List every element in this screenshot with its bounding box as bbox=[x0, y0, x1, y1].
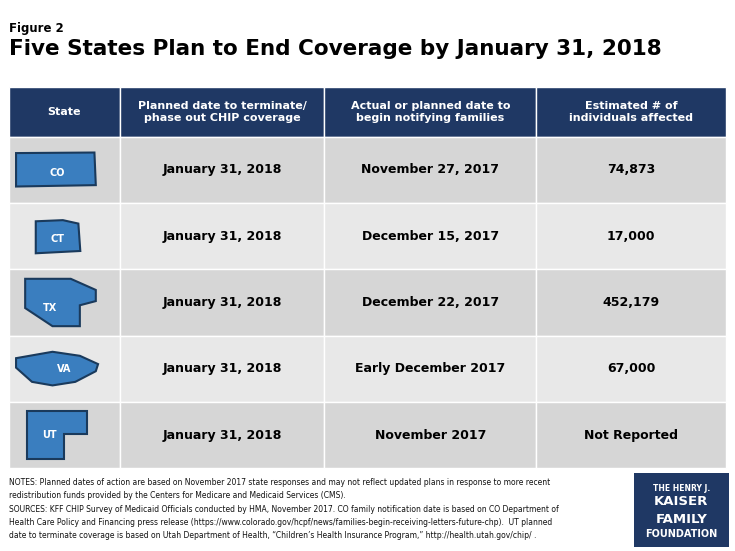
Polygon shape bbox=[9, 203, 120, 269]
Text: January 31, 2018: January 31, 2018 bbox=[162, 429, 282, 442]
Text: CO: CO bbox=[49, 168, 65, 177]
Polygon shape bbox=[120, 203, 324, 269]
Text: Five States Plan to End Coverage by January 31, 2018: Five States Plan to End Coverage by Janu… bbox=[9, 39, 662, 58]
Polygon shape bbox=[634, 473, 729, 547]
Polygon shape bbox=[120, 87, 324, 137]
Text: January 31, 2018: January 31, 2018 bbox=[162, 296, 282, 309]
Polygon shape bbox=[120, 269, 324, 336]
Polygon shape bbox=[324, 137, 536, 203]
Polygon shape bbox=[36, 220, 80, 253]
Text: December 15, 2017: December 15, 2017 bbox=[362, 230, 499, 242]
Polygon shape bbox=[27, 412, 87, 459]
Text: TX: TX bbox=[43, 303, 57, 313]
Text: January 31, 2018: January 31, 2018 bbox=[162, 363, 282, 375]
Text: UT: UT bbox=[43, 430, 57, 440]
Text: 17,000: 17,000 bbox=[607, 230, 656, 242]
Text: January 31, 2018: January 31, 2018 bbox=[162, 230, 282, 242]
Text: NOTES: Planned dates of action are based on November 2017 state responses and ma: NOTES: Planned dates of action are based… bbox=[9, 478, 550, 487]
Text: 67,000: 67,000 bbox=[607, 363, 656, 375]
Text: 452,179: 452,179 bbox=[603, 296, 660, 309]
Text: State: State bbox=[48, 107, 81, 117]
Polygon shape bbox=[9, 137, 120, 203]
Polygon shape bbox=[324, 402, 536, 468]
Text: Planned date to terminate/
phase out CHIP coverage: Planned date to terminate/ phase out CHI… bbox=[137, 101, 306, 123]
Text: Figure 2: Figure 2 bbox=[9, 22, 63, 35]
Text: redistribution funds provided by the Centers for Medicare and Medicaid Services : redistribution funds provided by the Cen… bbox=[9, 491, 345, 500]
Text: January 31, 2018: January 31, 2018 bbox=[162, 163, 282, 176]
Polygon shape bbox=[16, 352, 98, 385]
Polygon shape bbox=[120, 402, 324, 468]
Text: Health Care Policy and Financing press release (https://www.colorado.gov/hcpf/ne: Health Care Policy and Financing press r… bbox=[9, 518, 552, 527]
Polygon shape bbox=[324, 269, 536, 336]
Text: SOURCES: KFF CHIP Survey of Medicaid Officials conducted by HMA, November 2017. : SOURCES: KFF CHIP Survey of Medicaid Off… bbox=[9, 505, 559, 514]
Polygon shape bbox=[16, 153, 96, 187]
Text: December 22, 2017: December 22, 2017 bbox=[362, 296, 499, 309]
Text: Estimated # of
individuals affected: Estimated # of individuals affected bbox=[569, 101, 693, 123]
Text: Actual or planned date to
begin notifying families: Actual or planned date to begin notifyin… bbox=[351, 101, 510, 123]
Polygon shape bbox=[536, 402, 726, 468]
Polygon shape bbox=[536, 203, 726, 269]
Polygon shape bbox=[536, 137, 726, 203]
Text: Not Reported: Not Reported bbox=[584, 429, 678, 442]
Text: November 2017: November 2017 bbox=[375, 429, 486, 442]
Text: VA: VA bbox=[57, 364, 71, 374]
Text: date to terminate coverage is based on Utah Department of Health, “Children’s He: date to terminate coverage is based on U… bbox=[9, 531, 537, 540]
Text: FOUNDATION: FOUNDATION bbox=[645, 530, 717, 539]
Polygon shape bbox=[25, 279, 96, 326]
Text: 74,873: 74,873 bbox=[607, 163, 656, 176]
Polygon shape bbox=[9, 336, 120, 402]
Polygon shape bbox=[536, 269, 726, 336]
Polygon shape bbox=[9, 87, 120, 137]
Text: CT: CT bbox=[50, 234, 64, 244]
Polygon shape bbox=[536, 87, 726, 137]
Polygon shape bbox=[9, 402, 120, 468]
Text: FAMILY: FAMILY bbox=[656, 513, 707, 526]
Polygon shape bbox=[324, 203, 536, 269]
Polygon shape bbox=[324, 336, 536, 402]
Polygon shape bbox=[324, 87, 536, 137]
Text: Early December 2017: Early December 2017 bbox=[355, 363, 506, 375]
Polygon shape bbox=[120, 137, 324, 203]
Text: KAISER: KAISER bbox=[654, 495, 709, 508]
Text: THE HENRY J.: THE HENRY J. bbox=[653, 484, 710, 493]
Polygon shape bbox=[536, 336, 726, 402]
Text: November 27, 2017: November 27, 2017 bbox=[362, 163, 499, 176]
Polygon shape bbox=[120, 336, 324, 402]
Polygon shape bbox=[9, 269, 120, 336]
